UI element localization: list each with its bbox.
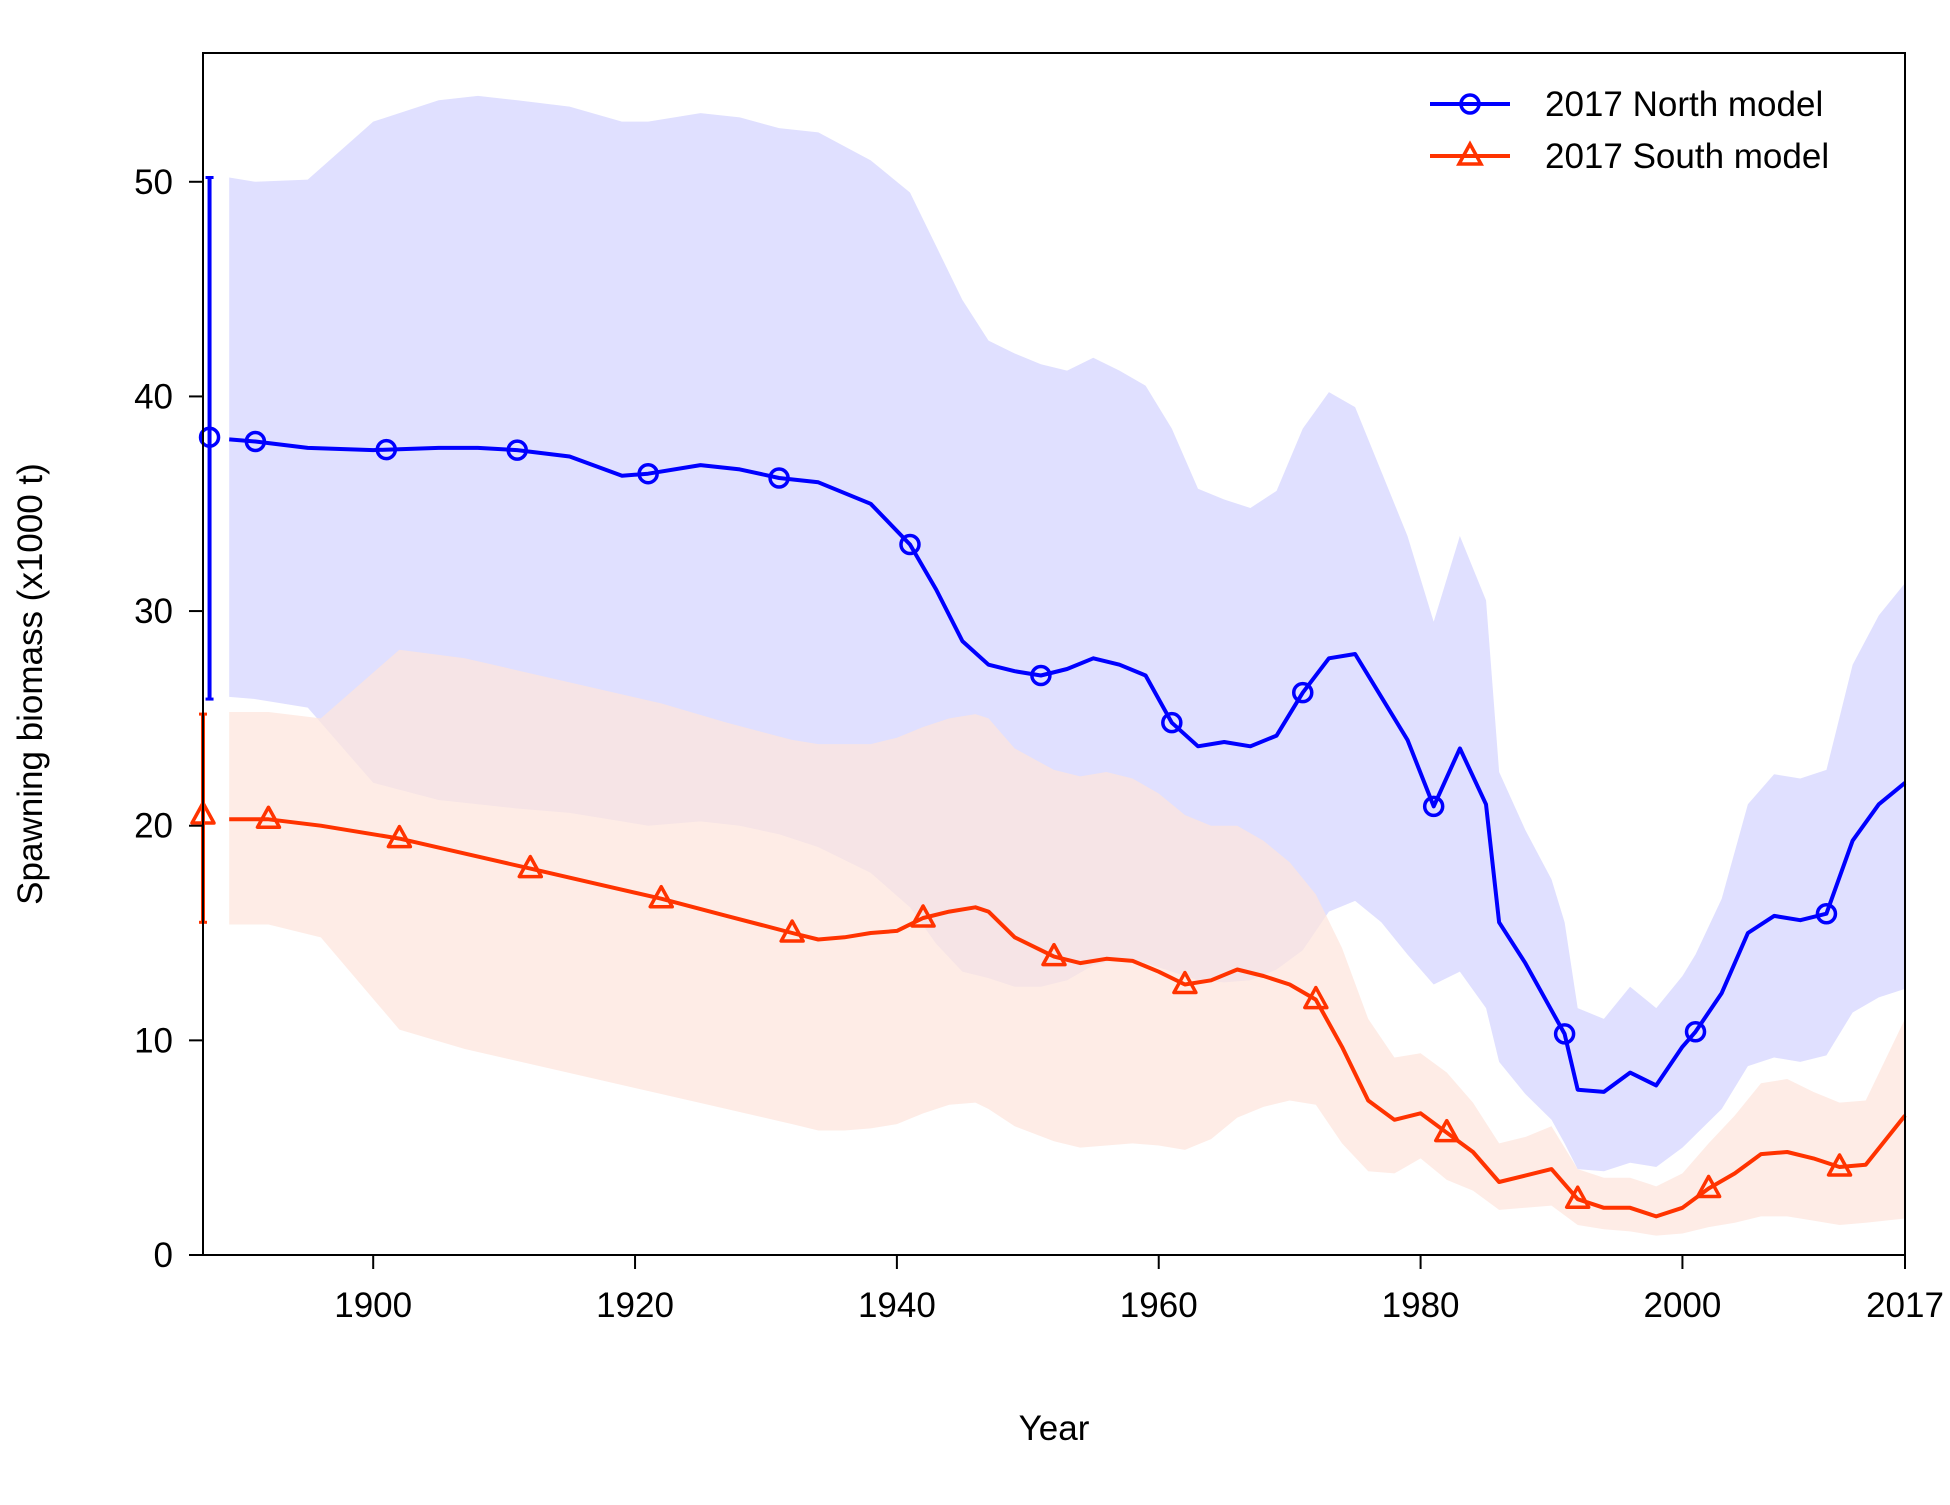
point-north <box>1422 795 1445 818</box>
point-north <box>375 438 398 461</box>
point-south <box>1564 1185 1591 1209</box>
point-south <box>1434 1118 1460 1143</box>
point-north <box>1161 711 1183 734</box>
point-north <box>1292 681 1314 704</box>
x-tick-label: 1980 <box>1382 1286 1460 1325</box>
x-tick-label: 1940 <box>858 1286 936 1325</box>
y-axis-label: Spawning biomass (x1000 t) <box>11 463 50 905</box>
point-south <box>1041 942 1067 967</box>
virgin-point-north <box>198 426 221 448</box>
point-north <box>244 430 267 453</box>
line-south <box>229 817 1907 1219</box>
band-north <box>229 95 1906 1172</box>
band-south <box>229 649 1906 1236</box>
point-south <box>779 919 805 943</box>
x-axis: 1900 1920 1940 1960 1980 2000 2017 <box>334 1255 1944 1325</box>
point-north <box>768 467 790 489</box>
legend-label-north: 2017 North model <box>1545 85 1823 124</box>
legend-marker-south <box>1456 140 1484 166</box>
x-axis-label: Year <box>1019 1409 1090 1448</box>
legend-label-south: 2017 South model <box>1545 137 1829 176</box>
y-tick-label: 50 <box>134 163 173 202</box>
y-tick-label: 0 <box>154 1236 173 1275</box>
y-tick-label: 10 <box>134 1021 173 1060</box>
legend: 2017 North model 2017 South model <box>1430 85 1829 176</box>
point-south <box>255 805 282 830</box>
x-tick-label: 2017 <box>1866 1286 1944 1325</box>
point-north <box>637 462 659 485</box>
x-tick-label: 2000 <box>1643 1286 1721 1325</box>
y-tick-label: 40 <box>134 377 173 416</box>
point-south <box>1172 970 1198 995</box>
y-tick-label: 20 <box>134 807 173 846</box>
point-north <box>1815 902 1838 925</box>
x-tick-label: 1920 <box>596 1286 674 1325</box>
series-markers <box>190 426 1853 1209</box>
plot-frame <box>202 52 1906 1256</box>
point-north <box>1553 1023 1576 1045</box>
y-tick-label: 30 <box>134 592 173 631</box>
point-north <box>506 439 528 461</box>
x-tick-label: 1960 <box>1120 1286 1198 1325</box>
point-north <box>1030 664 1052 687</box>
point-north <box>899 533 921 556</box>
point-south <box>1695 1174 1722 1199</box>
legend-marker-north <box>1459 93 1481 115</box>
point-south <box>517 854 544 879</box>
point-south <box>1303 985 1329 1010</box>
x-tick-label: 1900 <box>334 1286 412 1325</box>
point-south <box>648 884 674 909</box>
point-south <box>386 824 413 849</box>
point-north <box>1684 1021 1707 1043</box>
point-south <box>1826 1153 1853 1177</box>
confidence-bands <box>229 95 1906 1236</box>
y-axis: 0 10 20 30 40 50 <box>134 163 203 1275</box>
point-south <box>910 904 936 928</box>
